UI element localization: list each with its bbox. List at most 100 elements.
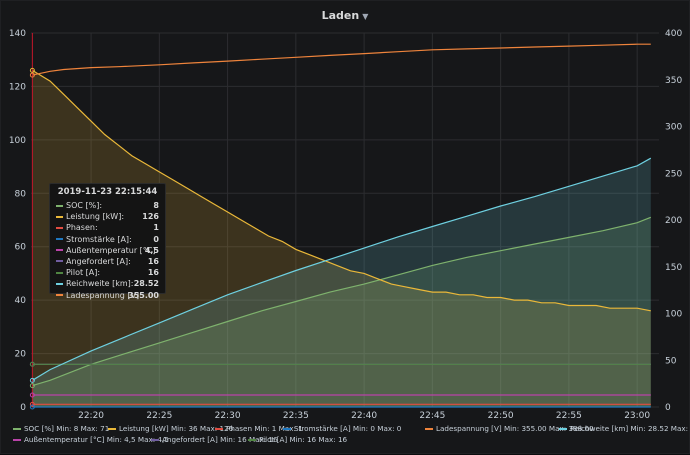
legend-name: Reichweite [km] — [570, 424, 631, 433]
cursor-point — [29, 404, 35, 410]
cursor-point — [29, 377, 35, 383]
tooltip-row: Leistung [kW]: 126 — [50, 211, 165, 222]
tooltip-label: Angefordert [A]: — [66, 256, 131, 266]
series-line-reichweite-km — [32, 157, 652, 381]
tooltip-row: Außentemperatur [°C]: 4,5 — [50, 245, 165, 256]
legend-item-leistung-kw[interactable]: Leistung [kW] Min: 36 Max: 126 — [108, 424, 233, 433]
tooltip-time: 2019-11-23 22:15:44 — [57, 187, 158, 197]
series-areas — [32, 70, 651, 408]
series-line-leistung-kw — [32, 69, 651, 312]
y-left-tick-label: 80 — [15, 189, 27, 199]
chevron-down-icon: ▼ — [362, 12, 369, 21]
y-right-tick-label: 400 — [665, 29, 682, 39]
x-tick-label: 22:30 — [215, 411, 241, 421]
legend-swatch-icon — [108, 428, 116, 430]
legend-stats: Min: 16 Max: 16 — [289, 435, 348, 444]
legend-swatch-icon — [56, 249, 63, 252]
tooltip-value: 355.00 — [128, 290, 159, 300]
tooltip-row: Ladespannung [V]: 355.00 — [50, 290, 165, 301]
cursor-point — [29, 72, 35, 78]
tooltip-value: 0 — [153, 234, 159, 244]
legend-swatch-icon — [215, 428, 223, 430]
legend-swatch-icon — [56, 226, 63, 229]
legend-item-reichweite-km[interactable]: Reichweite [km] Min: 28.52 Max: 266.11 — [559, 424, 690, 433]
cursor-point — [29, 361, 35, 367]
panel-title-text: Laden — [321, 9, 360, 22]
series-lines — [32, 43, 652, 408]
tooltip-label: Reichweite [km]: — [66, 279, 134, 289]
x-tick-label: 22:55 — [556, 411, 582, 421]
tooltip-value: 28.52 — [133, 279, 159, 289]
series-line-ladespannung-v — [32, 43, 651, 76]
tooltip-label: Pilot [A]: — [66, 268, 101, 278]
y-right-tick-label: 350 — [665, 76, 682, 86]
legend-name: SOC [%] — [24, 424, 57, 433]
legend-swatch-icon — [13, 439, 21, 441]
legend-item-ladespannung-v[interactable]: Ladespannung [V] Min: 355.00 Max: 388.00 — [425, 424, 594, 433]
series-area-soc — [32, 217, 651, 407]
legend-stats: Min: 8 Max: 71 — [56, 424, 110, 433]
tooltip-row: Reichweite [km]: 28.52 — [50, 278, 165, 289]
legend-name: Pilot [A] — [259, 435, 290, 444]
tooltip-row: SOC [%]: 8 — [50, 200, 165, 211]
y-left-tick-label: 40 — [15, 296, 27, 306]
legend-name: Angefordert [A] — [162, 435, 221, 444]
legend-swatch-icon — [56, 204, 63, 207]
tooltip-value: 16 — [147, 256, 159, 266]
legend-swatch-icon — [56, 282, 63, 285]
legend-swatch-icon — [56, 294, 63, 296]
tooltip-value: 16 — [147, 268, 159, 278]
series-area-leistung-kw — [32, 70, 651, 408]
cursor-point — [29, 383, 35, 389]
legend-stats: Min: 0 Max: 0 — [352, 424, 402, 433]
x-tick-label: 22:45 — [419, 411, 445, 421]
tooltip-row: Angefordert [A]: 16 — [50, 256, 165, 267]
legend-stats: Min: 36 Max: 126 — [170, 424, 234, 433]
legend-swatch-icon — [248, 439, 256, 441]
legend-swatch-icon — [56, 238, 63, 241]
cursor-point — [29, 392, 35, 398]
legend-item-außentemperatur-c[interactable]: Außentemperatur [°C] Min: 4,5 Max: 4,5 — [13, 435, 169, 444]
legend-name: Leistung [kW] — [119, 424, 171, 433]
legend-item-phasen[interactable]: Phasen Min: 1 Max: 1 — [215, 424, 303, 433]
series-line-soc — [32, 216, 652, 387]
tooltip-label: Außentemperatur [°C]: — [66, 245, 159, 255]
legend-name: Phasen — [226, 424, 255, 433]
legend-item-pilot-a[interactable]: Pilot [A] Min: 16 Max: 16 — [248, 435, 347, 444]
legend-stats: Min: 355.00 Max: 388.00 — [503, 424, 594, 433]
x-tick-label: 23:00 — [624, 411, 650, 421]
panel-title[interactable]: Laden ▼ — [1, 9, 689, 22]
legend-name: Außentemperatur [°C] — [24, 435, 107, 444]
legend-swatch-icon — [151, 439, 159, 441]
tooltip-label: Stromstärke [A]: — [66, 234, 132, 244]
y-left-tick-label: 120 — [9, 82, 26, 92]
legend-stats: Min: 28.52 Max: 266.11 — [630, 424, 690, 433]
legend-item-soc[interactable]: SOC [%] Min: 8 Max: 71 — [13, 424, 109, 433]
tooltip-label: Phasen: — [66, 223, 98, 233]
cursor-point — [29, 401, 35, 407]
tooltip-value: 8 — [153, 201, 159, 210]
x-tick-label: 22:35 — [283, 411, 309, 421]
legend-name: Stromstärke [A] — [294, 424, 353, 433]
y-right-tick-label: 300 — [665, 123, 682, 133]
x-tick-label: 22:25 — [146, 411, 172, 421]
legend-item-stromstärke-a[interactable]: Stromstärke [A] Min: 0 Max: 0 — [283, 424, 401, 433]
legend-swatch-icon — [283, 428, 291, 430]
x-tick-label: 22:20 — [78, 411, 104, 421]
series-area-reichweite-km — [32, 158, 651, 407]
legend-swatch-icon — [425, 428, 433, 430]
y-left-tick-label: 0 — [20, 403, 26, 413]
tooltip-label: SOC [%]: — [66, 201, 103, 210]
legend-swatch-icon — [559, 428, 567, 430]
tooltip-label: Ladespannung [V]: — [66, 290, 142, 300]
y-right-tick-label: 50 — [665, 356, 677, 366]
y-left-tick-label: 100 — [9, 136, 26, 146]
cursor-point — [29, 67, 35, 73]
y-left-tick-label: 60 — [15, 243, 27, 253]
hover-tooltip: 2019-11-23 22:15:44 SOC [%]: 8 Leistung [k… — [49, 183, 166, 300]
y-axis-right: 0 50 100 150 200 250 300 350 400 — [665, 29, 682, 413]
legend: SOC [%] Min: 8 Max: 71 Leistung [kW] Min:… — [13, 424, 690, 446]
legend-stats: Min: 1 Max: 1 — [254, 424, 303, 433]
